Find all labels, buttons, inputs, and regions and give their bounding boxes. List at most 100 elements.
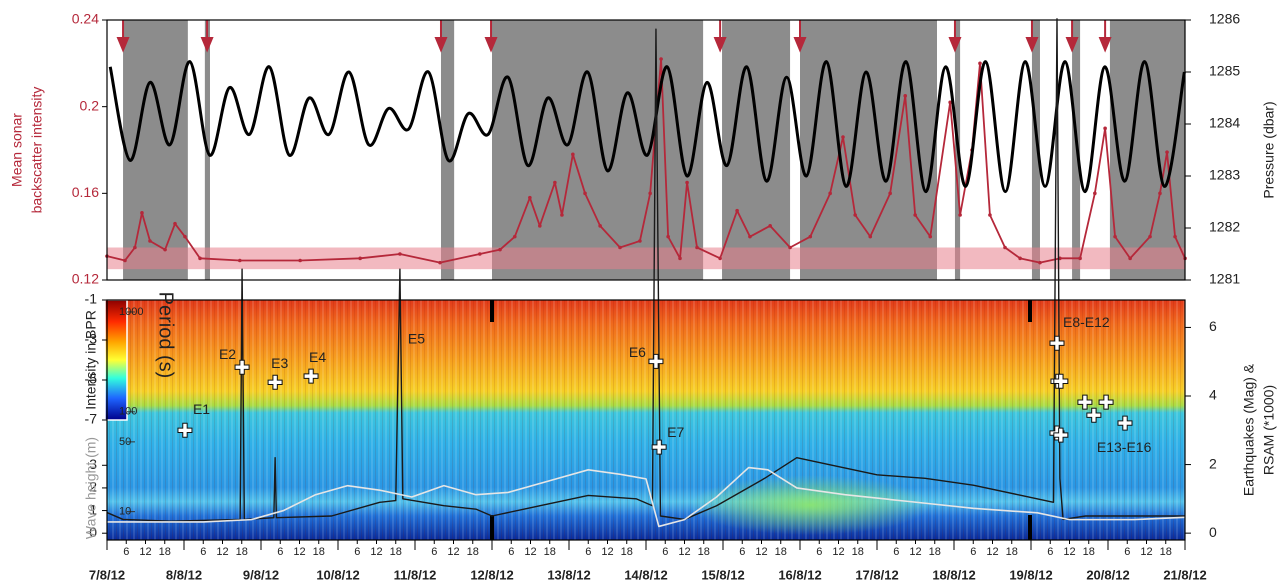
backscatter-dot xyxy=(748,234,752,239)
x-hour-label: 12 xyxy=(447,546,459,558)
y2-tick-label: 1282 xyxy=(1209,219,1240,235)
shaded-period xyxy=(1031,20,1040,280)
backscatter-dot xyxy=(1038,260,1042,265)
earthquake-marker xyxy=(1053,373,1069,389)
colorbar xyxy=(104,299,128,421)
x-date-label: 16/8/12 xyxy=(778,567,821,582)
x-date-label: 13/8/12 xyxy=(547,567,590,582)
earthquake-marker xyxy=(1049,335,1065,351)
x-hour-label: 18 xyxy=(1160,546,1172,558)
arrow xyxy=(1065,20,1079,53)
backscatter-dot xyxy=(398,252,402,256)
backscatter-dot xyxy=(358,256,362,261)
gap-marker xyxy=(1028,515,1032,540)
backscatter-dot xyxy=(163,247,167,252)
earthquake-marker xyxy=(648,353,664,369)
x-hour-label: 18 xyxy=(313,546,325,558)
backscatter-dot xyxy=(478,252,482,256)
x-hour-label: 6 xyxy=(123,546,129,558)
period-tick-label: 10 xyxy=(119,506,131,518)
backscatter-dot xyxy=(538,224,542,228)
y2-tick-label: 6 xyxy=(1209,318,1217,334)
axis-label: RSAM (*1000) xyxy=(1261,385,1277,475)
backscatter-dot xyxy=(841,135,845,139)
arrow xyxy=(793,20,807,53)
backscatter-dot xyxy=(659,57,663,61)
x-hour-label: 6 xyxy=(739,546,745,558)
backscatter-dot xyxy=(183,234,187,239)
backscatter-dot xyxy=(528,195,532,200)
x-hour-label: 12 xyxy=(909,546,921,558)
earthquake-marker xyxy=(651,439,667,455)
x-hour-label: 6 xyxy=(200,546,206,558)
backscatter-dot xyxy=(123,258,127,263)
x-hour-label: 12 xyxy=(755,546,767,558)
x-hour-label: 12 xyxy=(601,546,613,558)
x-hour-label: 12 xyxy=(832,546,844,558)
y-tick-label: 0.2 xyxy=(80,97,100,113)
x-hour-label: 18 xyxy=(1083,546,1095,558)
period-tick-label: 1000 xyxy=(119,306,143,318)
x-date-label: 14/8/12 xyxy=(624,567,667,582)
x-hour-label: 6 xyxy=(1047,546,1053,558)
arrow xyxy=(713,20,727,53)
x-hour-label: 18 xyxy=(467,546,479,558)
backscatter-dot xyxy=(685,180,689,185)
backscatter-dot xyxy=(888,191,892,196)
x-date-label: 19/8/12 xyxy=(1009,567,1052,582)
y2-tick-label: 1285 xyxy=(1209,63,1240,79)
x-hour-label: 18 xyxy=(698,546,710,558)
x-hour-label: 18 xyxy=(621,546,633,558)
y2-tick-label: 4 xyxy=(1209,387,1217,403)
event-label: E2 xyxy=(219,346,236,362)
y2-tick-label: 1281 xyxy=(1209,271,1240,287)
wave-height-line xyxy=(107,466,1186,528)
x-date-label: 20/8/12 xyxy=(1086,567,1129,582)
axis-label: Intensity in BPR xyxy=(83,310,99,410)
x-hour-label: 12 xyxy=(1063,546,1075,558)
backscatter-dot xyxy=(1128,256,1132,261)
x-hour-label: 12 xyxy=(370,546,382,558)
wave-tick-label: 0 xyxy=(89,524,97,540)
x-date-label: 7/8/12 xyxy=(89,567,125,582)
backscatter-dot xyxy=(560,213,564,217)
x-hour-label: 18 xyxy=(236,546,248,558)
period-tick-label: 50 xyxy=(119,436,131,448)
gap-marker xyxy=(490,300,494,322)
x-hour-label: 18 xyxy=(159,546,171,558)
colorbar-tick-label: -5 xyxy=(85,371,98,387)
backscatter-dot xyxy=(198,256,202,261)
backscatter-dot xyxy=(928,234,933,239)
x-hour-label: 18 xyxy=(929,546,941,558)
backscatter-dot xyxy=(598,224,602,228)
colorbar-tick-label: -7 xyxy=(85,411,98,427)
plot-frame xyxy=(106,19,1186,281)
arrow xyxy=(1098,20,1112,53)
x-hour-label: 6 xyxy=(354,546,360,558)
backscatter-dot xyxy=(498,247,502,252)
axis-label: backscatter intensity xyxy=(29,87,45,214)
x-hour-label: 12 xyxy=(524,546,536,558)
backscatter-dot xyxy=(583,191,587,196)
earthquake-marker xyxy=(303,368,319,384)
y-tick-label: 0.24 xyxy=(72,11,99,27)
x-hour-label: 6 xyxy=(431,546,437,558)
x-date-label: 11/8/12 xyxy=(394,567,437,582)
backscatter-dot xyxy=(958,213,962,217)
wave-tick-label: 3 xyxy=(89,456,97,472)
x-date-label: 21/8/12 xyxy=(1163,567,1206,582)
x-hour-label: 6 xyxy=(970,546,976,558)
backscatter-dot xyxy=(903,94,908,98)
spectrogram xyxy=(107,300,1185,540)
axis-label: Mean sonar xyxy=(9,113,25,187)
backscatter-dot xyxy=(438,260,442,265)
backscatter-dot xyxy=(808,234,813,239)
wave-tick-label: 2 xyxy=(89,479,97,495)
wave-tick-label: 1 xyxy=(89,501,97,517)
axis-label: Earthquakes (Mag) & xyxy=(1241,363,1257,496)
reference-band xyxy=(107,247,1185,270)
y2-tick-label: 0 xyxy=(1209,524,1217,540)
arrow xyxy=(948,20,962,53)
earthquake-marker xyxy=(1098,394,1114,410)
x-date-label: 8/8/12 xyxy=(166,567,202,582)
